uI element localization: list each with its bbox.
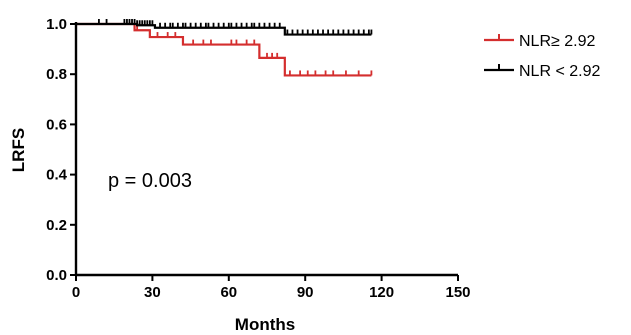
x-tick-label: 60 [220,284,237,301]
legend-label-nlr-low: NLR < 2.92 [519,63,600,80]
p-value-annotation: p = 0.003 [108,170,192,192]
legend: NLR≥ 2.92 NLR < 2.92 [484,33,600,80]
y-axis-title: LRFS [9,128,28,172]
series-nlr-high [76,22,373,77]
legend-item-nlr-high: NLR≥ 2.92 [484,33,595,50]
y-tick-label: 0.2 [46,217,67,234]
x-tick-label: 30 [144,284,161,301]
y-tick-label: 0.0 [46,267,67,284]
y-tick-label: 0.6 [46,116,67,133]
x-tick-label: 0 [72,284,80,301]
x-tick-label: 150 [445,284,470,301]
ticks-layer: 0.0 0.2 0.4 0.6 0.8 1.0 0 30 60 90 120 150 [46,16,470,301]
survival-curve-line [76,22,372,77]
x-axis-title: Months [235,315,295,334]
legend-label-nlr-high: NLR≥ 2.92 [519,33,595,50]
axes-layer [74,22,458,277]
series-nlr-low [76,19,373,36]
y-tick-label: 0.4 [46,167,68,184]
x-tick-label: 120 [369,284,394,301]
y-tick-label: 0.8 [46,66,67,83]
x-tick-label: 90 [297,284,314,301]
legend-item-nlr-low: NLR < 2.92 [484,63,600,80]
y-tick-label: 1.0 [46,16,67,33]
series-layer [76,19,373,77]
